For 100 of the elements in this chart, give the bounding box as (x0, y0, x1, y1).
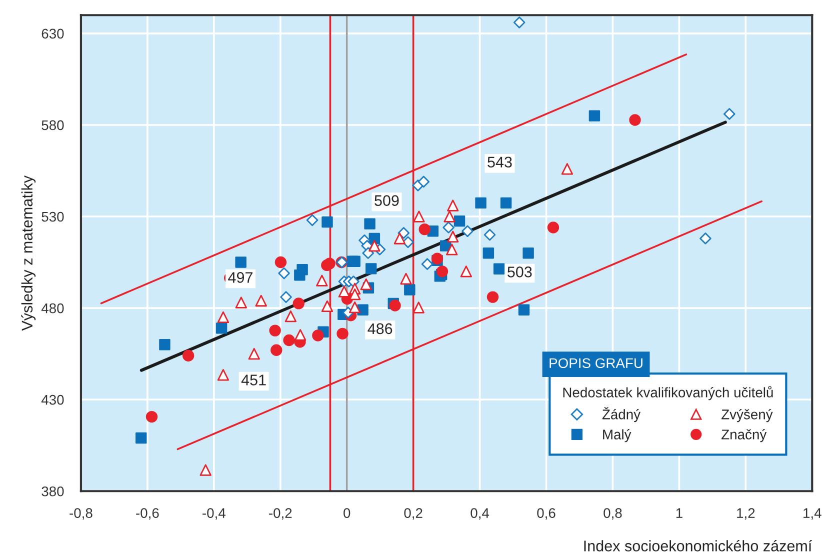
point (446, 244, 458, 256)
point (269, 324, 281, 336)
point (182, 350, 194, 362)
x-tick-label: 0,8 (604, 508, 622, 520)
point (270, 344, 282, 356)
x-tick-label: 1 (676, 508, 682, 518)
y-tick-label: 580 (42, 120, 64, 130)
point (482, 248, 494, 259)
legend-label: Zvýšený (722, 409, 773, 422)
point (368, 240, 380, 252)
point (283, 334, 295, 346)
point (398, 227, 410, 239)
point (460, 266, 472, 278)
point (402, 236, 414, 248)
point (723, 108, 736, 120)
annotation: POPIS GRAFU (550, 358, 642, 368)
point (217, 369, 230, 381)
point (316, 274, 328, 286)
point (235, 256, 246, 268)
point (336, 328, 348, 340)
point (442, 222, 454, 234)
legend-label: Malý (603, 429, 632, 442)
y-tick-label: 530 (42, 212, 64, 222)
x-tick-label: 0 (344, 508, 350, 518)
point (484, 228, 496, 241)
point (500, 197, 512, 209)
point (294, 269, 306, 281)
point (493, 263, 505, 274)
point (629, 114, 641, 126)
x-tick-label: -0,6 (136, 508, 159, 520)
point (447, 230, 459, 242)
point (475, 197, 486, 209)
y-tick-label: 630 (42, 28, 64, 39)
point (284, 310, 297, 322)
point (447, 200, 459, 212)
x-tick-label: 0,2 (404, 508, 422, 520)
point (306, 214, 318, 226)
point (400, 272, 412, 285)
point (547, 222, 560, 234)
point (216, 322, 228, 334)
x-tick-label: 1,4 (804, 508, 822, 520)
point (364, 218, 376, 230)
point (217, 311, 230, 324)
point (200, 464, 212, 476)
x-tick-label: -0,4 (202, 508, 226, 520)
point (518, 304, 530, 316)
point (324, 258, 336, 270)
x-tick-label: 1,2 (737, 508, 755, 520)
point (159, 339, 170, 350)
point (486, 291, 499, 303)
annotation: 543 (488, 156, 512, 168)
annotation: 451 (241, 374, 266, 386)
point (349, 256, 360, 267)
annotation: 503 (508, 266, 532, 278)
y-tick-label: 380 (42, 486, 64, 496)
point (444, 210, 456, 222)
point (274, 256, 287, 268)
annotation: 486 (368, 323, 392, 334)
x-tick-label: -0,8 (70, 508, 92, 520)
annotation: 497 (228, 272, 252, 283)
point (413, 210, 425, 222)
point (366, 263, 377, 274)
point (348, 276, 360, 288)
legend-label: Žádný (602, 407, 641, 422)
point (235, 296, 248, 308)
point (322, 216, 333, 228)
point (280, 291, 292, 303)
legend-label: Značný (722, 429, 767, 442)
point (561, 163, 574, 175)
point (588, 110, 600, 122)
point (348, 301, 361, 314)
point (462, 225, 474, 238)
point (436, 266, 448, 278)
x-tick-label: 0,6 (537, 508, 556, 520)
x-tick-label: -0,2 (269, 508, 292, 520)
point (136, 432, 147, 444)
point (294, 329, 306, 341)
point (255, 294, 267, 307)
y-axis-title: Výsledky z matematiky (21, 175, 36, 331)
x-axis-title: Index socioekonomického zázemí (584, 540, 812, 552)
x-tick-label: 0,4 (470, 508, 490, 520)
point (418, 176, 430, 188)
y-tick-label: 480 (41, 303, 64, 314)
point (312, 330, 324, 342)
point (394, 232, 406, 244)
point (404, 284, 416, 296)
point (454, 215, 466, 227)
point (421, 258, 434, 270)
point (292, 298, 304, 310)
point (418, 223, 430, 236)
point (321, 300, 334, 312)
point (522, 248, 534, 259)
y-tick-label: 430 (41, 394, 64, 405)
point (360, 278, 372, 290)
point (513, 16, 526, 28)
point (700, 232, 712, 244)
point (412, 302, 424, 314)
point (362, 247, 374, 260)
point (146, 410, 158, 423)
point (248, 348, 260, 360)
